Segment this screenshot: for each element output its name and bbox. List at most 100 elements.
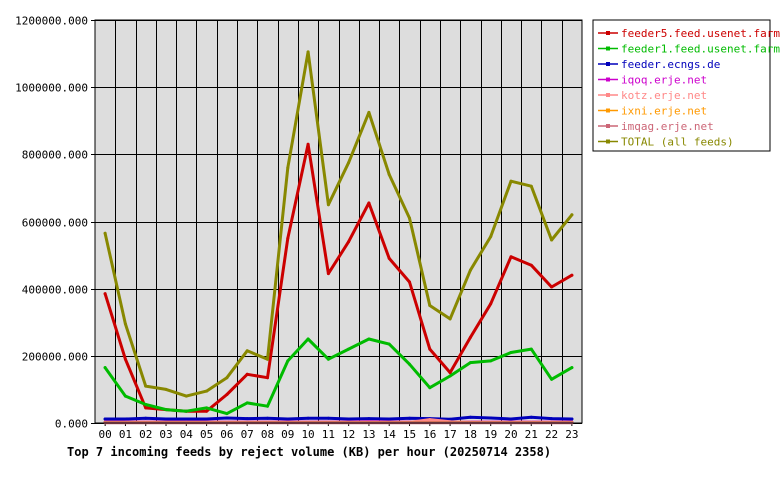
data-point [245,417,249,421]
data-point [123,357,127,361]
data-point [347,417,351,421]
x-tick-label: 18 [464,428,477,441]
data-point [103,417,107,421]
data-point [529,263,533,267]
data-point [367,110,371,114]
data-point [326,416,330,420]
data-point [245,401,249,405]
chart-title: Top 7 incoming feeds by reject volume (K… [67,445,551,459]
data-point [387,342,391,346]
x-tick-label: 02 [139,428,152,441]
x-tick-label: 03 [159,428,172,441]
data-point [205,409,209,413]
x-tick-label: 13 [362,428,375,441]
data-point [570,417,574,421]
data-point [387,256,391,260]
legend-entry: TOTAL (all feeds) [621,136,734,149]
x-tick-label: 17 [443,428,456,441]
data-point [489,359,493,363]
x-tick-label: 07 [241,428,254,441]
data-point [468,268,472,272]
legend-marker [606,62,610,66]
data-point [184,417,188,421]
data-point [550,238,554,242]
y-tick-label: 800000.000 [22,149,88,162]
data-point [509,179,513,183]
data-point [570,273,574,277]
x-tick-label: 14 [383,428,397,441]
legend-marker [606,139,610,144]
data-point [144,384,148,388]
data-point [326,357,330,361]
data-point [367,337,371,341]
x-tick-label: 09 [281,428,294,441]
x-axis-ticks: 00 01 02 03 04 05 06 07 08 09 10 11 12 13 14 15 16 17 18 19… [99,423,578,441]
data-point [367,201,371,205]
x-tick-label: 20 [504,428,517,441]
x-tick-label: 06 [220,428,233,441]
data-point [367,417,371,421]
data-point [266,376,269,380]
data-point [123,417,127,421]
x-tick-label: 23 [565,428,578,441]
legend-marker [606,108,610,113]
data-point [550,417,554,421]
legend-entry: imqag.erje.net [621,120,714,133]
x-tick-label: 01 [119,428,132,441]
data-point [550,377,554,381]
y-axis-ticks: 0.000 200000.000 400000.000 600000.000 80000… [15,15,95,431]
data-point [225,376,229,380]
data-point [489,235,493,239]
legend: feeder5.feed.usenet.farm feeder1.feed.use… [592,19,780,152]
data-point [408,416,411,420]
x-tick-label: 11 [322,428,335,441]
data-point [123,394,127,398]
data-point [266,416,269,420]
x-tick-label: 00 [99,428,112,441]
data-point [184,409,188,413]
x-tick-label: 15 [403,428,416,441]
series-line [103,415,574,421]
legend-marker [606,77,610,82]
data-point [347,161,351,165]
data-point [306,416,310,420]
series-line [103,50,574,398]
x-tick-label: 05 [200,428,213,441]
data-point [184,394,188,398]
legend-marker [606,31,610,35]
legend-box [592,19,771,152]
data-point [468,335,472,339]
y-tick-label: 600000.000 [22,217,88,230]
x-tick-label: 12 [342,428,355,441]
y-tick-label: 1000000.000 [15,82,88,95]
data-point [408,362,411,366]
x-tick-label: 21 [525,428,538,441]
x-tick-label: 19 [484,428,497,441]
data-point [306,337,310,341]
y-tick-label: 400000.000 [22,284,88,297]
data-point [529,347,533,351]
data-point [225,412,229,416]
data-point [387,417,391,421]
data-point [347,347,351,351]
data-point [428,386,432,390]
data-point [205,417,209,421]
data-point [205,406,209,410]
data-point [468,415,472,419]
data-point [509,351,513,354]
legend-entry: feeder5.feed.usenet.farm [621,27,780,40]
data-point [428,304,432,307]
legend-entry: ixni.erje.net [621,105,707,118]
data-point [286,166,290,170]
legend-marker [606,46,610,51]
y-tick-label: 0.000 [55,418,88,431]
data-point [164,387,168,391]
series-line [103,337,574,416]
data-point [570,213,574,217]
plot-background [95,20,582,423]
data-point [448,317,452,321]
y-tick-label: 1200000.000 [15,15,88,28]
data-point [489,416,493,420]
legend-marker [606,93,610,97]
